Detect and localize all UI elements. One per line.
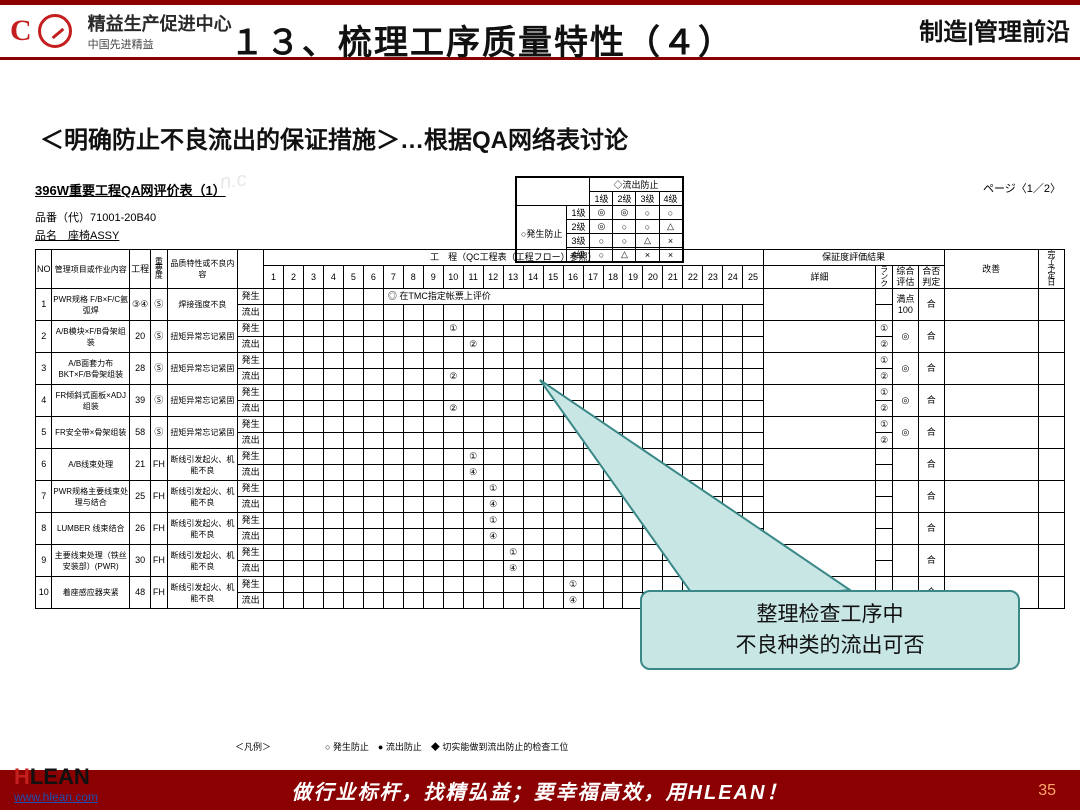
th-step: 17 <box>583 266 603 289</box>
logo-swoosh-icon <box>38 14 72 48</box>
th-step: 4 <box>323 266 343 289</box>
th-step: 11 <box>463 266 483 289</box>
th-imp: 重要度 <box>153 257 164 278</box>
th-step: 23 <box>703 266 723 289</box>
header-right-label: 制造|管理前沿 <box>919 12 1070 47</box>
legend-col: 3级 <box>636 192 659 206</box>
logo-main-text: 精益生产促进中心 <box>88 10 232 36</box>
th-done: 完了予定日 <box>1046 250 1057 285</box>
th-char: 品质特性或不良内容 <box>167 250 238 289</box>
logo-zone: C 精益生产促进中心 中国先进精益 <box>10 10 232 52</box>
th-eval: 综合评估 <box>892 266 918 289</box>
callout-box: 整理检查工序中 不良种类的流出可否 <box>640 590 1020 670</box>
th-step: 22 <box>683 266 703 289</box>
footer-slogan: 做行业标杆，找精弘益；要幸福高效，用HLEAN！ <box>292 776 789 805</box>
legend-bottom: ＜凡例＞ ○ 発生防止 ● 流出防止 ◆ 切实能做到流出防止的检查工位 <box>235 740 568 753</box>
legend-row: 1级 <box>567 206 590 220</box>
th-improve: 改善 <box>944 250 1038 289</box>
th-step: 20 <box>643 266 663 289</box>
th-step: 3 <box>303 266 323 289</box>
th-step: 10 <box>443 266 463 289</box>
th-step: 9 <box>423 266 443 289</box>
th-step: 25 <box>743 266 763 289</box>
footer-url: www.hlean.com <box>14 790 98 804</box>
footer-logo: HLEAN www.hlean.com <box>14 764 98 804</box>
th-step: 7 <box>383 266 403 289</box>
th-step: 1 <box>264 266 284 289</box>
th-no: NO <box>36 250 52 289</box>
subtitle: ＜明确防止不良流出的保证措施＞…根据QA网络表讨论 <box>40 120 628 155</box>
th-assurance: 保証度評価結果 <box>763 250 944 266</box>
logo-c-icon: C <box>10 14 32 48</box>
th-step: 14 <box>523 266 543 289</box>
th-step: 13 <box>503 266 523 289</box>
hlean-logo-icon: HLEAN <box>14 764 98 790</box>
th-step: 24 <box>723 266 743 289</box>
th-step: 19 <box>623 266 643 289</box>
legend-box: ◇流出防止 1级 2级 3级 4级 ○発生防止 1级 ◎◎○○ 2级◎○○△ 3… <box>515 176 684 263</box>
callout-line2: 不良种类的流出可否 <box>736 630 925 662</box>
th-step: 21 <box>663 266 683 289</box>
legend-col: 2级 <box>613 192 636 206</box>
th-step: 5 <box>343 266 363 289</box>
th-step: 6 <box>363 266 383 289</box>
th-step: 18 <box>603 266 623 289</box>
legend-col: 4级 <box>659 192 682 206</box>
sheet-page: ページ〈1／2〉 <box>983 180 1061 196</box>
legend-title: ◇流出防止 <box>590 178 682 192</box>
th-detail: 詳細 <box>763 266 876 289</box>
th-step: 16 <box>563 266 583 289</box>
legend-side: ○発生防止 <box>517 206 567 262</box>
th-item: 管理项目或作业内容 <box>52 250 130 289</box>
th-judge: 合否判定 <box>918 266 944 289</box>
th-step: 8 <box>403 266 423 289</box>
th-proc: 工程 <box>130 250 151 289</box>
th-step: 15 <box>543 266 563 289</box>
callout-line1: 整理检查工序中 <box>736 599 925 631</box>
th-rank: ランク <box>876 266 892 289</box>
footer-bar: 做行业标杆，找精弘益；要幸福高效，用HLEAN！ <box>0 770 1080 810</box>
th-process-span: 工 程（QC工程表（工程フロー）参照） <box>264 250 764 266</box>
legend-col: 1级 <box>590 192 613 206</box>
logo-sub-text: 中国先进精益 <box>88 36 232 52</box>
th-step: 12 <box>483 266 503 289</box>
qa-main-table: NO 管理项目或作业内容 工程 重要度 品质特性或不良内容 工 程（QC工程表（… <box>35 249 1065 609</box>
th-step: 2 <box>284 266 304 289</box>
slide-number: 35 <box>1038 782 1056 800</box>
